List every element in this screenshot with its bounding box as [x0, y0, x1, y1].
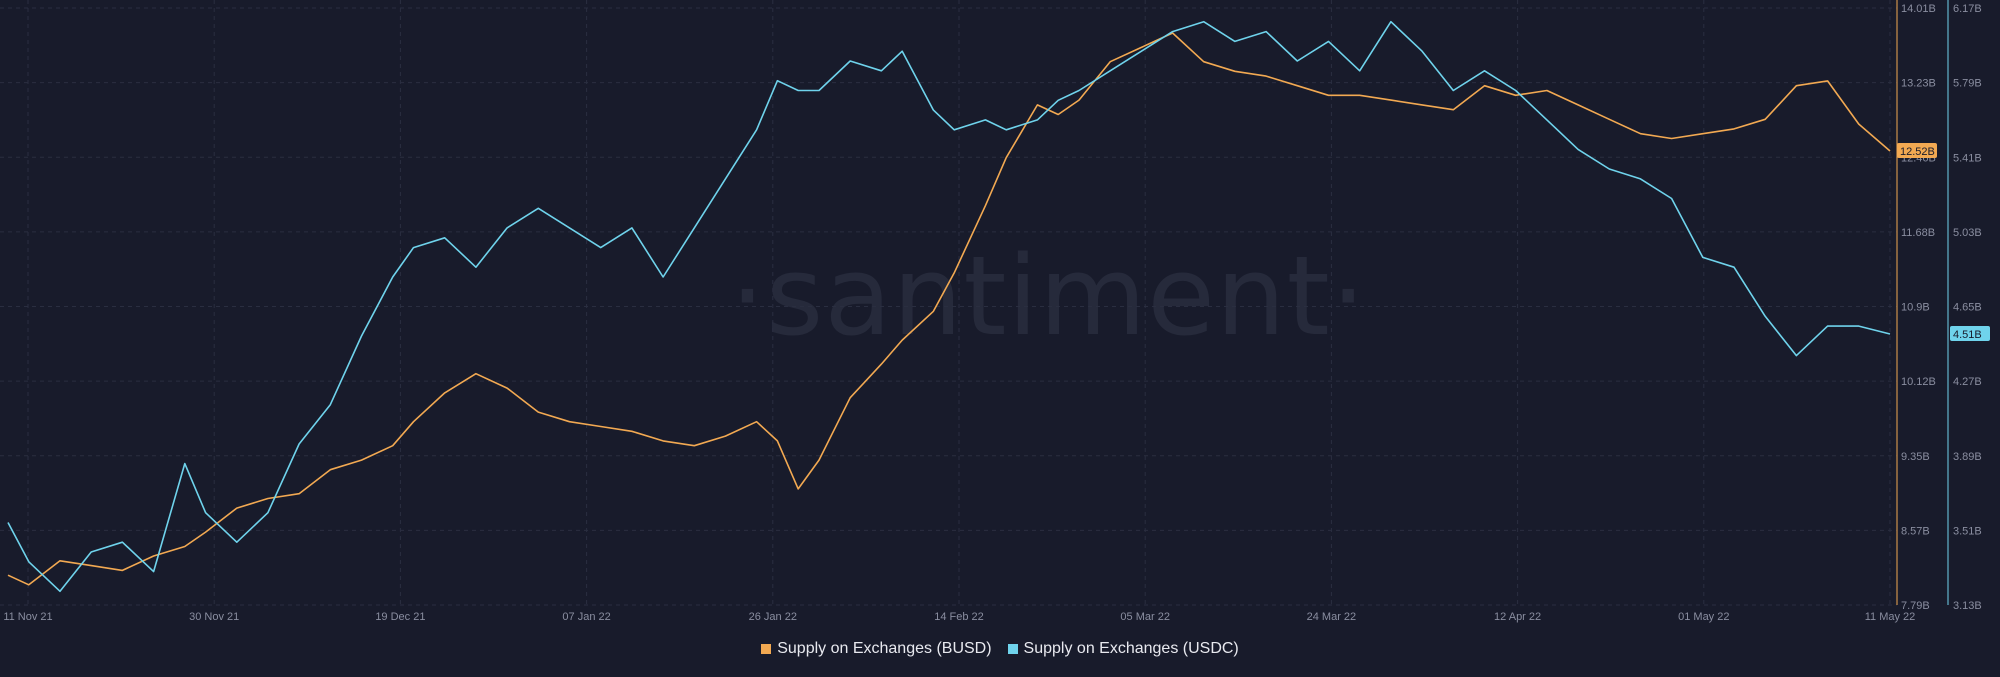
legend-swatch-usdc	[1007, 644, 1018, 654]
series-line-usdc	[7, 20, 1891, 593]
y-left-tick-label: 8.57B	[1901, 525, 1930, 537]
y-right-tick-label: 4.27B	[1953, 376, 1982, 388]
series-lines	[7, 20, 1891, 593]
legend-item-busd[interactable]: Supply on Exchanges (BUSD)	[761, 640, 992, 658]
y-left-tick-label: 7.79B	[1901, 600, 1930, 612]
legend-label-busd: Supply on Exchanges (BUSD)	[777, 640, 992, 657]
x-tick-label: 12 Apr 22	[1494, 611, 1541, 623]
y-right-tick-label: 3.13B	[1953, 600, 1982, 612]
legend-swatch-busd	[761, 644, 772, 654]
x-tick-label: 07 Jan 22	[562, 611, 610, 623]
y-right-tick-label: 5.41B	[1953, 152, 1982, 164]
y-right-tick-label: 4.65B	[1953, 302, 1982, 314]
x-tick-label: 11 May 22	[1865, 611, 1916, 623]
x-tick-label: 26 Jan 22	[749, 611, 797, 623]
y-left-tick-label: 10.9B	[1901, 302, 1930, 314]
y-left-tick-label: 14.01B	[1901, 3, 1936, 15]
legend-label-usdc: Supply on Exchanges (USDC)	[1023, 640, 1239, 657]
y-left-tick-label: 13.23B	[1901, 78, 1936, 90]
y-right-tick-label: 6.17B	[1953, 3, 1982, 15]
santiment-watermark: ·santiment·	[730, 232, 1367, 360]
y-right-tick-label: 5.03B	[1953, 227, 1982, 239]
current-value-badge-busd-text: 12.52B	[1900, 146, 1935, 158]
y-left-tick-label: 11.68B	[1901, 227, 1935, 239]
y-right-tick-label: 5.79B	[1953, 78, 1982, 90]
x-tick-label: 05 Mar 22	[1120, 611, 1170, 623]
chart-legend: Supply on Exchanges (BUSD) Supply on Exc…	[0, 640, 2000, 658]
x-tick-label: 24 Mar 22	[1307, 611, 1357, 623]
current-value-badge-usdc-bg	[1950, 325, 1990, 341]
current-value-badge-usdc: 4.51B	[1950, 325, 1990, 341]
axes	[1896, 0, 1949, 605]
current-value-badge-busd: 12.52B	[1897, 143, 1937, 159]
y-left-tick-label: 9.35B	[1901, 451, 1930, 463]
grid-lines	[0, 0, 1897, 606]
y-right-tick-label: 3.89B	[1953, 451, 1982, 463]
current-value-badge-busd-bg	[1897, 143, 1937, 159]
legend-item-usdc[interactable]: Supply on Exchanges (USDC)	[1007, 640, 1239, 658]
current-value-badge-usdc-text: 4.51B	[1953, 329, 1982, 341]
x-tick-label: 11 Nov 21	[3, 611, 52, 623]
y-right-tick-label: 3.51B	[1953, 525, 1982, 537]
x-tick-label: 30 Nov 21	[189, 611, 239, 623]
y-left-tick-label: 10.12B	[1901, 376, 1936, 388]
x-tick-label: 14 Feb 22	[934, 611, 984, 623]
x-tick-label: 01 May 22	[1678, 611, 1729, 623]
x-tick-label: 19 Dec 21	[375, 611, 425, 623]
series-line-busd	[7, 32, 1891, 586]
